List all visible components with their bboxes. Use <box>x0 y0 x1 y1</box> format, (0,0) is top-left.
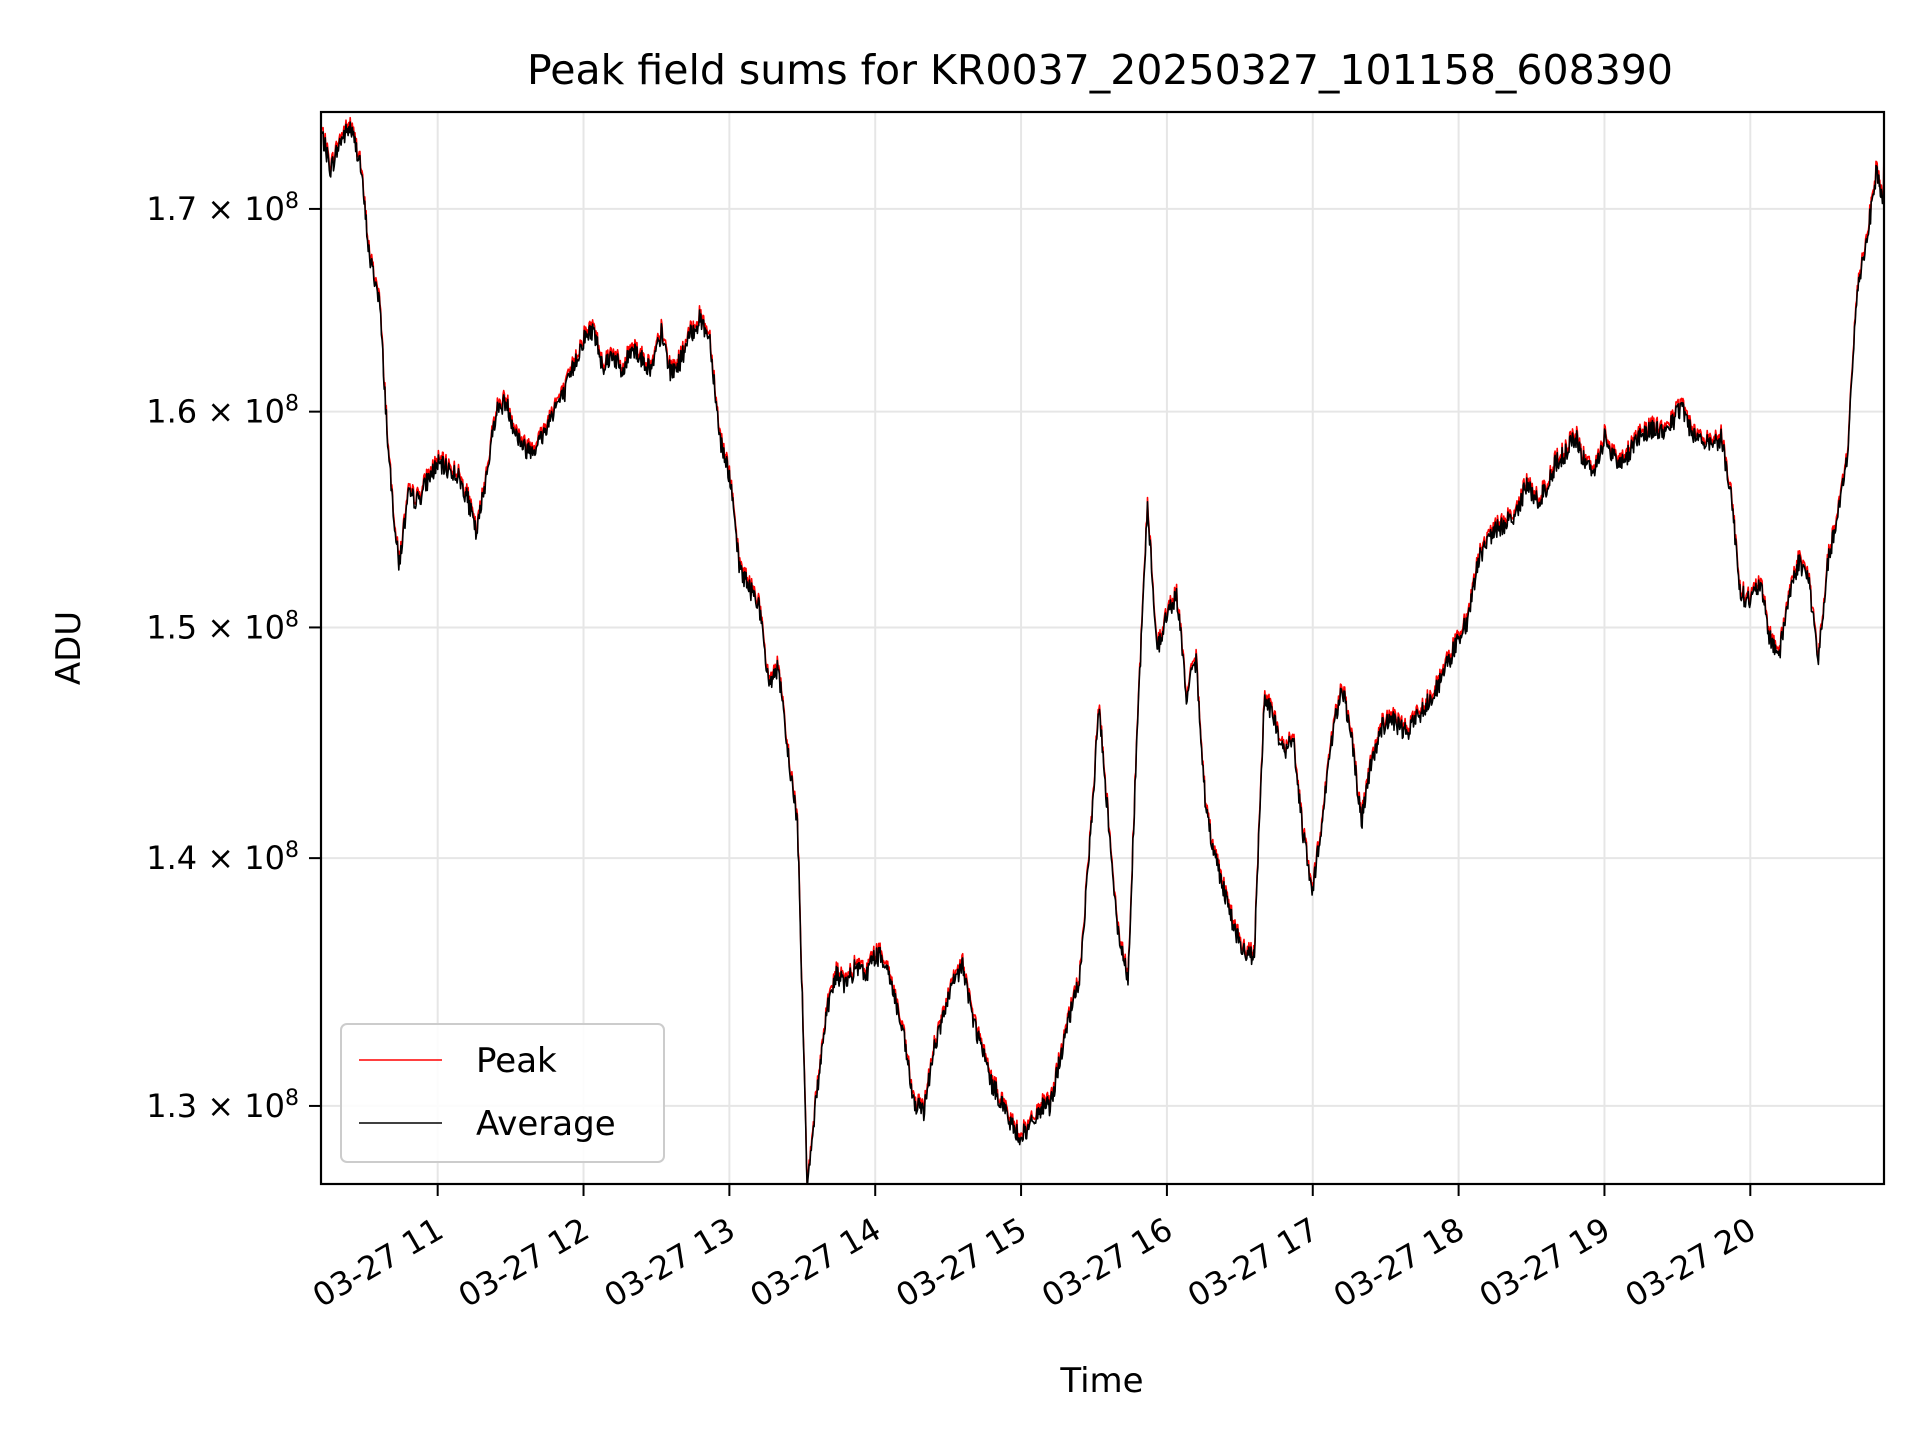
x-axis-label: Time <box>1059 1361 1143 1401</box>
y-tick-label: 1.3 × 108 <box>146 1085 299 1125</box>
y-tick-label: 1.5 × 108 <box>146 607 299 647</box>
legend-label-average: Average <box>476 1104 616 1144</box>
y-axis: 1.3 × 108 1.4 × 108 1.5 × 108 1.6 × 108 1.7 … <box>146 188 321 1125</box>
y-tick-label: 1.4 × 108 <box>146 838 299 878</box>
legend: Peak Average <box>340 1023 665 1163</box>
plot-frame <box>319 110 1886 1186</box>
y-axis-label: ADU <box>49 611 89 685</box>
y-tick-label: 1.6 × 108 <box>146 391 299 431</box>
legend-label-peak: Peak <box>476 1041 557 1081</box>
legend-box <box>340 1023 665 1163</box>
series-layer <box>321 116 1884 1184</box>
chart-title: Peak field sums for KR0037_20250327_1011… <box>527 46 1673 94</box>
series-line-average <box>321 121 1884 1184</box>
y-tick-label: 1.7 × 108 <box>146 188 299 228</box>
